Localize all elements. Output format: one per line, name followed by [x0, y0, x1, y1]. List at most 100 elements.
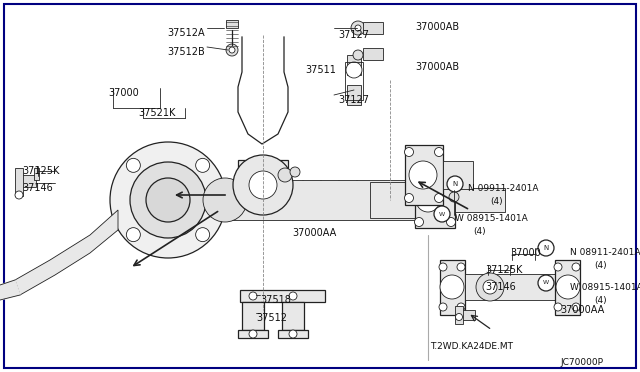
- Bar: [405, 145, 443, 205]
- Text: W: W: [439, 212, 445, 217]
- Text: N: N: [452, 181, 458, 187]
- Text: 37000: 37000: [510, 248, 541, 258]
- Circle shape: [476, 273, 504, 301]
- Bar: [225, 180, 440, 220]
- Bar: [460, 310, 475, 320]
- Circle shape: [434, 206, 450, 222]
- Ellipse shape: [280, 181, 290, 219]
- Circle shape: [440, 275, 464, 299]
- Text: 37125K: 37125K: [22, 166, 60, 176]
- Text: 37518: 37518: [260, 295, 291, 305]
- Circle shape: [196, 158, 210, 172]
- Ellipse shape: [334, 181, 344, 219]
- Text: JC70000P: JC70000P: [560, 358, 603, 367]
- Text: N 09911-2401A: N 09911-2401A: [468, 184, 538, 193]
- Circle shape: [415, 218, 424, 227]
- Bar: [455, 306, 463, 324]
- Ellipse shape: [298, 181, 308, 219]
- Circle shape: [126, 228, 140, 242]
- Bar: [238, 160, 254, 175]
- Text: 37125K: 37125K: [485, 265, 522, 275]
- Circle shape: [416, 188, 440, 212]
- Circle shape: [439, 303, 447, 311]
- Circle shape: [290, 167, 300, 177]
- Bar: [18, 175, 36, 187]
- Text: 37000AB: 37000AB: [415, 62, 459, 72]
- Bar: [363, 22, 383, 34]
- Circle shape: [447, 218, 456, 227]
- Bar: [347, 85, 361, 105]
- Bar: [238, 330, 268, 338]
- Circle shape: [404, 193, 413, 202]
- Circle shape: [435, 193, 444, 202]
- Circle shape: [447, 173, 456, 183]
- Text: W: W: [543, 280, 549, 285]
- Text: N: N: [543, 245, 548, 251]
- Bar: [34, 168, 39, 180]
- Bar: [443, 161, 473, 189]
- Bar: [345, 62, 363, 100]
- Bar: [278, 330, 308, 338]
- Circle shape: [249, 292, 257, 300]
- Circle shape: [447, 176, 463, 192]
- Text: 37000: 37000: [108, 88, 139, 98]
- Circle shape: [242, 164, 250, 172]
- Polygon shape: [15, 210, 118, 295]
- Circle shape: [449, 192, 459, 202]
- Polygon shape: [0, 280, 20, 300]
- Circle shape: [538, 240, 554, 256]
- Text: (4): (4): [594, 261, 607, 270]
- Circle shape: [538, 275, 554, 291]
- Bar: [242, 302, 264, 330]
- Bar: [465, 274, 555, 300]
- Circle shape: [249, 171, 277, 199]
- Circle shape: [556, 275, 580, 299]
- Circle shape: [404, 148, 413, 157]
- Bar: [555, 260, 580, 315]
- Circle shape: [483, 280, 497, 294]
- Text: (4): (4): [473, 227, 486, 236]
- Text: 37512: 37512: [256, 313, 287, 323]
- Circle shape: [554, 303, 562, 311]
- Circle shape: [249, 330, 257, 338]
- Bar: [363, 48, 383, 60]
- Circle shape: [355, 25, 361, 31]
- Text: (4): (4): [490, 197, 502, 206]
- Bar: [440, 260, 465, 315]
- Text: 37000AA: 37000AA: [560, 305, 604, 315]
- Circle shape: [15, 191, 23, 199]
- Circle shape: [572, 263, 580, 271]
- Text: W 08915-1401A: W 08915-1401A: [570, 283, 640, 292]
- Bar: [455, 188, 505, 212]
- Text: 37000AB: 37000AB: [415, 22, 459, 32]
- Circle shape: [415, 173, 424, 183]
- Circle shape: [226, 44, 238, 56]
- Text: 37512B: 37512B: [167, 47, 205, 57]
- Bar: [282, 302, 304, 330]
- Bar: [272, 160, 288, 175]
- Circle shape: [276, 164, 284, 172]
- Circle shape: [229, 47, 235, 53]
- Text: (4): (4): [594, 296, 607, 305]
- Circle shape: [278, 168, 292, 182]
- Circle shape: [126, 158, 140, 172]
- Circle shape: [289, 330, 297, 338]
- Circle shape: [233, 155, 293, 215]
- Bar: [415, 172, 455, 228]
- Circle shape: [572, 303, 580, 311]
- Circle shape: [439, 263, 447, 271]
- Text: 37000AA: 37000AA: [292, 228, 336, 238]
- Circle shape: [409, 161, 437, 189]
- Circle shape: [435, 148, 444, 157]
- Circle shape: [554, 263, 562, 271]
- Text: 37127: 37127: [338, 95, 369, 105]
- Circle shape: [196, 228, 210, 242]
- Text: 37511: 37511: [305, 65, 336, 75]
- Text: 37512A: 37512A: [168, 28, 205, 38]
- Circle shape: [130, 162, 206, 238]
- Text: T.2WD.KA24DE.MT: T.2WD.KA24DE.MT: [430, 342, 513, 351]
- Circle shape: [351, 21, 365, 35]
- Bar: [226, 20, 238, 28]
- Circle shape: [346, 62, 362, 78]
- Text: 37146: 37146: [485, 282, 516, 292]
